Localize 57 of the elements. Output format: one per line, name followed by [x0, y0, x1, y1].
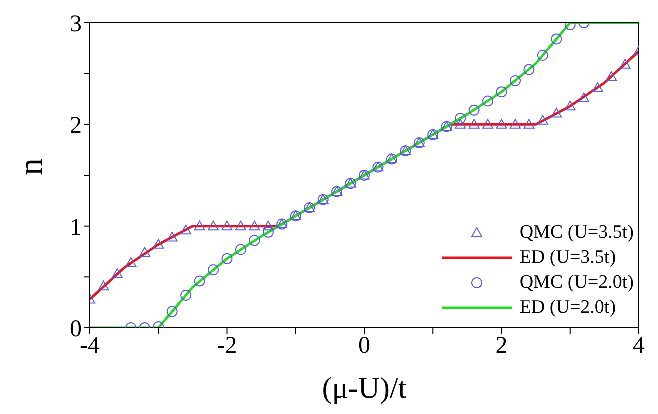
point — [235, 220, 246, 231]
point — [468, 119, 480, 129]
point — [249, 220, 260, 231]
point — [620, 59, 631, 69]
point — [524, 119, 535, 129]
point — [112, 268, 123, 278]
point — [249, 235, 260, 246]
point — [208, 220, 220, 231]
y-axis-title: n — [13, 158, 50, 176]
point — [578, 92, 590, 102]
point — [262, 226, 274, 238]
point — [564, 100, 576, 111]
point — [606, 71, 618, 82]
point — [222, 220, 233, 231]
y-tick-label: 1 — [70, 214, 82, 241]
legend-label: QMC (U=3.5t) — [520, 221, 634, 245]
point — [482, 96, 494, 107]
point — [551, 34, 562, 45]
y-tick-label: 0 — [70, 316, 82, 343]
point — [235, 244, 246, 256]
point — [166, 306, 178, 318]
point — [166, 232, 178, 242]
point — [98, 280, 110, 291]
point — [524, 64, 535, 76]
legend-label: QMC (U=2.0t) — [520, 271, 634, 295]
y-tick-label: 3 — [70, 12, 82, 38]
legend-label: ED (U=3.5t) — [520, 246, 616, 270]
y-tick-label: 2 — [70, 113, 82, 140]
x-tick-label: 0 — [358, 333, 370, 360]
point — [496, 119, 508, 129]
point — [537, 115, 548, 125]
point — [222, 253, 233, 264]
point — [180, 224, 192, 235]
legend-label: ED (U=2.0t) — [520, 296, 616, 320]
point — [262, 220, 274, 231]
point — [482, 119, 494, 129]
point — [468, 104, 480, 116]
point — [496, 86, 508, 98]
x-tick-label: -2 — [217, 333, 238, 360]
x-axis-title: (μ-U)/t — [322, 372, 408, 405]
point — [180, 290, 192, 301]
point — [455, 119, 466, 129]
point — [153, 239, 164, 249]
x-tick-label: -4 — [80, 333, 100, 360]
point — [537, 50, 548, 62]
point — [455, 113, 466, 124]
x-tick-label: 4 — [633, 333, 645, 360]
point — [592, 82, 604, 92]
point — [126, 257, 137, 268]
point — [194, 276, 206, 287]
point — [194, 220, 206, 231]
x-tick-label: 2 — [496, 333, 508, 360]
point — [510, 119, 521, 129]
point — [510, 75, 521, 86]
point — [139, 247, 150, 258]
point — [551, 108, 562, 118]
point — [208, 264, 220, 276]
